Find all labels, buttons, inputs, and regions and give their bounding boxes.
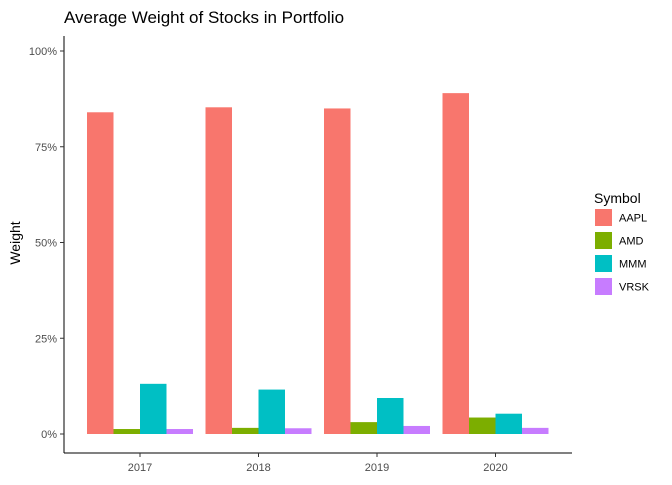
- legend-key-mmm: [595, 255, 612, 272]
- x-tick-label: 2020: [483, 462, 507, 474]
- bar-mmm-2017: [140, 383, 167, 434]
- chart-title: Average Weight of Stocks in Portfolio: [64, 8, 344, 27]
- y-tick-label: 25%: [35, 333, 57, 345]
- bar-amd-2018: [232, 427, 259, 434]
- y-axis-label: Weight: [7, 221, 23, 264]
- legend-key-vrsk: [595, 278, 612, 295]
- y-tick-label: 100%: [29, 46, 57, 58]
- legend-title: Symbol: [594, 190, 641, 206]
- y-tick-label: 50%: [35, 238, 57, 250]
- legend-key-amd: [595, 232, 612, 249]
- legend-label-amd: AMD: [619, 236, 644, 248]
- bar-vrsk-2017: [166, 429, 193, 434]
- x-axis: 2017 2018 2019 2020: [64, 452, 572, 474]
- legend-label-vrsk: VRSK: [619, 282, 650, 294]
- bar-aapl-2020: [442, 93, 469, 434]
- y-axis: 0% 25% 50% 75% 100%: [29, 36, 65, 453]
- bar-aapl-2018: [205, 107, 232, 435]
- bar-vrsk-2019: [403, 425, 430, 434]
- bar-mmm-2018: [258, 389, 285, 434]
- y-tick-label: 75%: [35, 142, 57, 154]
- x-tick-label: 2019: [365, 462, 389, 474]
- legend: Symbol AAPL AMD MMM VRSK: [594, 190, 650, 295]
- legend-key-aapl: [595, 209, 612, 226]
- legend-label-aapl: AAPL: [619, 213, 647, 225]
- legend-label-mmm: MMM: [619, 259, 647, 271]
- bar-vrsk-2020: [522, 427, 549, 434]
- bar-aapl-2019: [324, 108, 351, 434]
- bar-vrsk-2018: [285, 428, 312, 434]
- bar-amd-2020: [469, 417, 496, 434]
- bar-mmm-2019: [377, 397, 404, 434]
- x-tick-label: 2018: [246, 462, 270, 474]
- bar-aapl-2017: [87, 112, 114, 434]
- bar-amd-2019: [350, 422, 377, 434]
- bars: [87, 93, 549, 435]
- bar-mmm-2020: [495, 413, 522, 434]
- y-tick-label: 0%: [41, 429, 57, 441]
- x-tick-label: 2017: [128, 462, 152, 474]
- bar-amd-2017: [113, 429, 140, 434]
